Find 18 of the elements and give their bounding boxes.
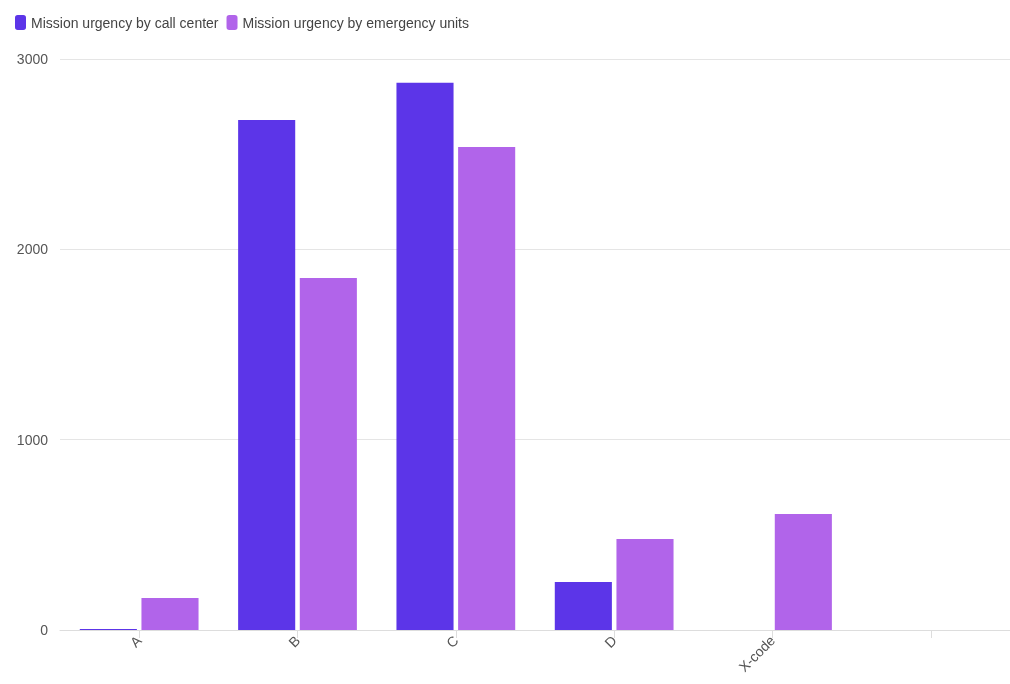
bar [141,598,199,630]
x-tick-label: D [601,632,620,651]
x-tick-label: A [126,631,146,651]
bar [774,513,832,630]
legend-label: Mission urgency by emergency units [242,14,469,31]
bar [238,119,296,630]
y-tick-label: 0 [40,622,49,638]
bar [616,539,674,630]
bar [554,582,612,630]
x-tick-label: C [443,632,462,651]
bar [396,82,454,630]
y-tick-label: 3000 [16,51,49,67]
y-tick-label: 2000 [16,241,49,258]
y-tick-label: 1000 [16,431,49,448]
legend-label: Mission urgency by call center [31,14,219,31]
x-tick-label: B [285,632,304,651]
bar [299,277,357,630]
bar [458,146,516,630]
